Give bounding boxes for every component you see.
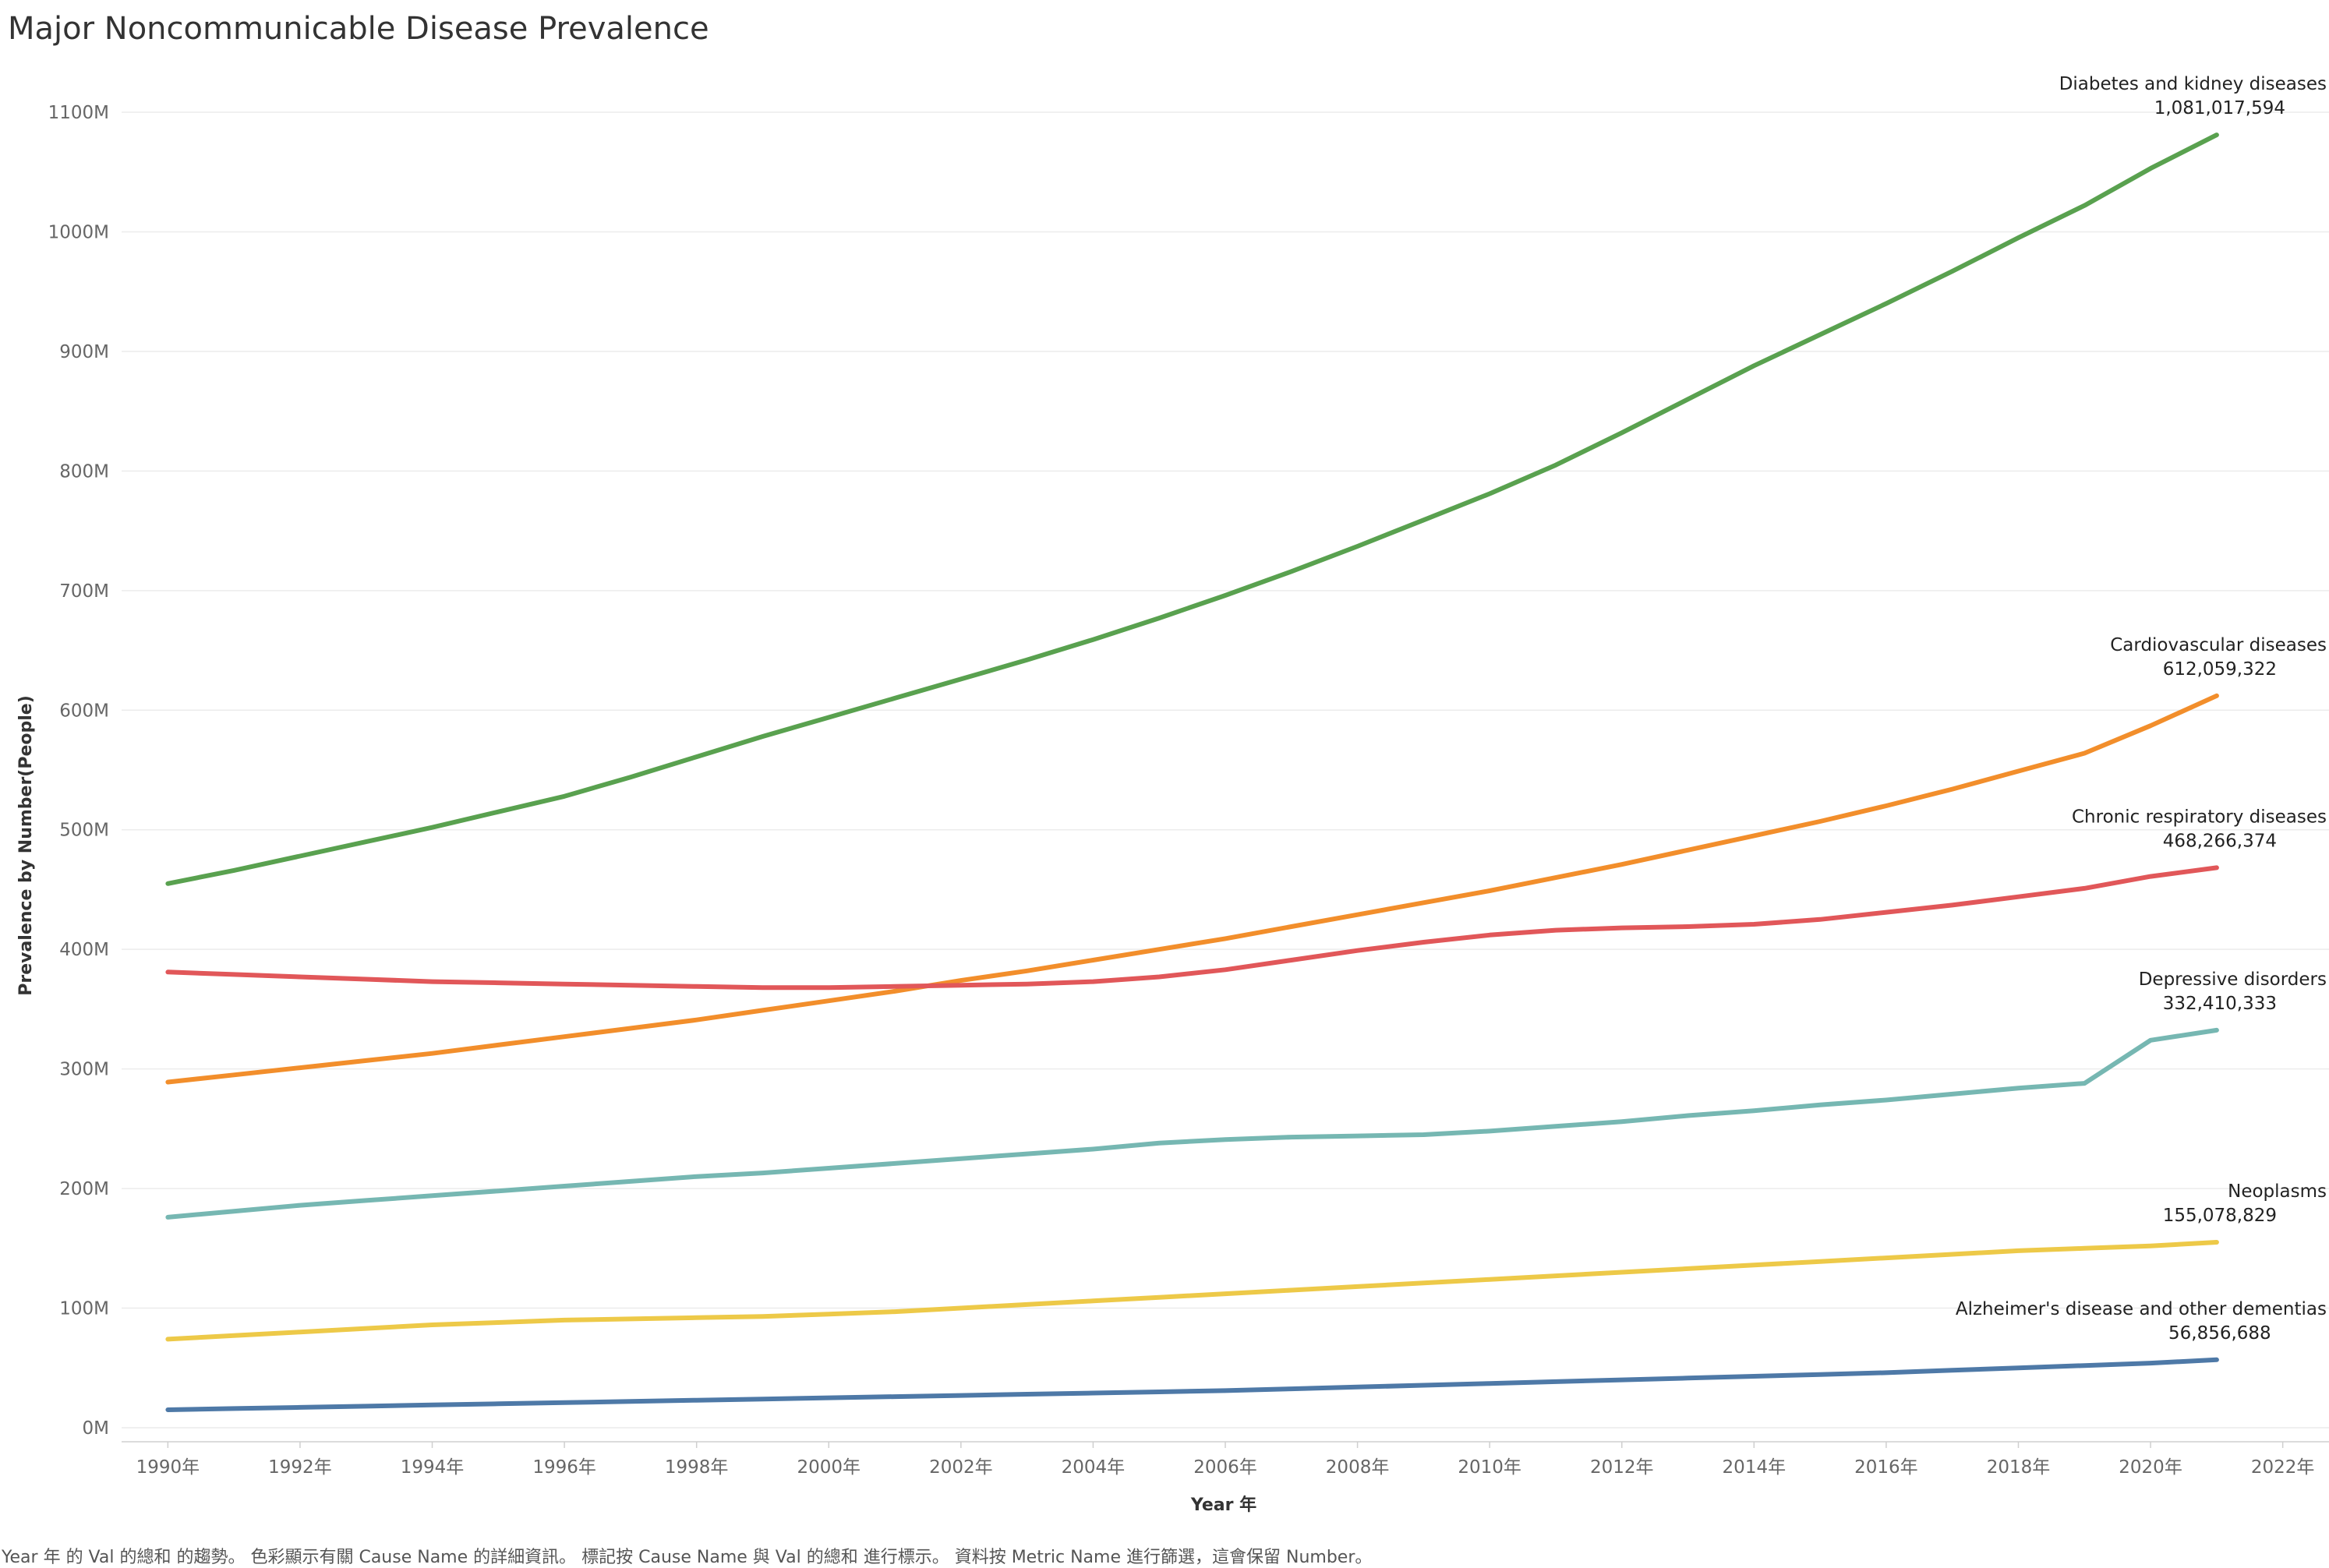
- x-tick-label: 1990年: [136, 1457, 200, 1478]
- series-lines: [165, 132, 2219, 1412]
- series-line: [165, 1357, 2219, 1412]
- y-axis-title: Prevalence by Number(People): [16, 695, 36, 996]
- x-tick-label: 2022年: [2251, 1457, 2315, 1478]
- series-line: [165, 693, 2219, 1085]
- x-tick-label: 2004年: [1062, 1457, 1126, 1478]
- y-tick-label: 200M: [59, 1179, 109, 1199]
- y-axis-ticks: 0M 100M 200M 300M 400M 500M 600M 700M 800M 900M 10…: [48, 103, 109, 1439]
- x-tick-label: 2008年: [1326, 1457, 1390, 1478]
- y-tick-label: 1100M: [48, 103, 109, 123]
- gridlines: [122, 111, 2329, 1443]
- x-tick-label: 2020年: [2119, 1457, 2182, 1478]
- series-name-label: Chronic respiratory diseases: [2072, 807, 2327, 827]
- y-tick-label: 400M: [59, 940, 109, 960]
- series-value-label: 56,856,688: [2168, 1323, 2271, 1344]
- y-tick-label: 1000M: [48, 222, 109, 242]
- chart-caption: Year 年 的 Val 的總和 的趨勢。 色彩顯示有關 Cause Name …: [2, 1548, 1373, 1567]
- x-tick-label: 2016年: [1854, 1457, 1918, 1478]
- series-name-label: Diabetes and kidney diseases: [2059, 74, 2327, 94]
- chart-title: Major Noncommunicable Disease Prevalence: [8, 11, 709, 47]
- y-tick-label: 500M: [59, 821, 109, 841]
- series-value-label: 612,059,322: [2163, 659, 2277, 680]
- x-tick-label: 2002年: [929, 1457, 993, 1478]
- series-value-label: 332,410,333: [2163, 994, 2277, 1014]
- series-name-label: Depressive disorders: [2139, 969, 2327, 990]
- series-line: [165, 132, 2219, 886]
- series-value-label: 1,081,017,594: [2154, 98, 2285, 118]
- x-tick-label: 1992年: [268, 1457, 332, 1478]
- x-axis-title: Year 年: [1190, 1495, 1256, 1515]
- x-tick-label: 2000年: [797, 1457, 861, 1478]
- y-tick-label: 900M: [59, 342, 109, 362]
- series-name-label: Alzheimer's disease and other dementias: [1956, 1299, 2327, 1319]
- x-tick-label: 1996年: [532, 1457, 596, 1478]
- x-tick-label: 1994年: [401, 1457, 465, 1478]
- series-value-label: 155,078,829: [2163, 1206, 2277, 1226]
- x-tick-label: 2010年: [1458, 1457, 1521, 1478]
- series-value-label: 468,266,374: [2163, 831, 2277, 851]
- x-axis-ticks: 1990年 1992年 1994年 1996年 1998年 2000年 2002年 2004年…: [136, 1442, 2315, 1478]
- x-tick-label: 2006年: [1193, 1457, 1257, 1478]
- x-tick-label: 1998年: [665, 1457, 729, 1478]
- y-tick-label: 0M: [83, 1418, 109, 1439]
- series-name-label: Neoplasms: [2228, 1181, 2327, 1202]
- end-labels: Diabetes and kidney diseases 1,081,017,59…: [1956, 74, 2327, 1344]
- x-tick-label: 2018年: [1987, 1457, 2051, 1478]
- series-name-label: Cardiovascular diseases: [2110, 635, 2327, 655]
- series-line: [165, 1027, 2219, 1220]
- y-tick-label: 700M: [59, 581, 109, 602]
- series-line: [165, 865, 2219, 991]
- y-tick-label: 600M: [59, 701, 109, 721]
- x-tick-label: 2014年: [1723, 1457, 1787, 1478]
- x-tick-label: 2012年: [1590, 1457, 1654, 1478]
- y-tick-label: 800M: [59, 461, 109, 482]
- y-tick-label: 100M: [59, 1299, 109, 1319]
- y-tick-label: 300M: [59, 1060, 109, 1080]
- series-line: [165, 1240, 2219, 1342]
